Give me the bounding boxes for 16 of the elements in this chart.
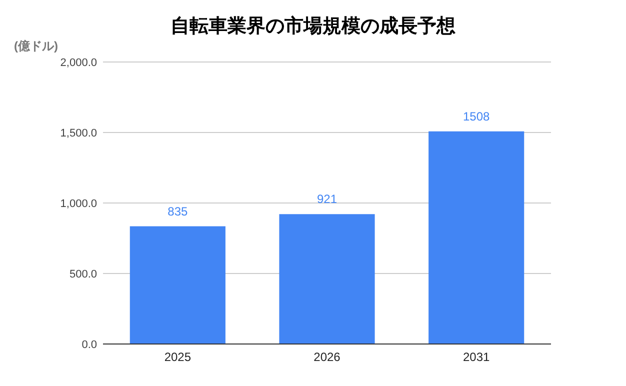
- data-label: 835: [168, 204, 188, 218]
- chart-title: 自転車業界の市場規模の成長予想: [170, 15, 456, 37]
- data-label: 1508: [462, 109, 490, 124]
- data-label: 921: [316, 192, 338, 206]
- x-tick-label: 2026: [314, 350, 341, 364]
- x-tick-label: 2025: [164, 350, 192, 364]
- x-tick-label: 2031: [462, 350, 490, 364]
- y-tick-label: 0.0: [82, 339, 97, 351]
- y-tick-label: 2,000.0: [60, 57, 97, 69]
- bar: [130, 226, 226, 344]
- bar: [428, 131, 524, 344]
- y-axis-title: (億ドル): [14, 39, 58, 53]
- y-tick-label: 500.0: [69, 268, 97, 280]
- y-tick-label: 1,000.0: [60, 198, 97, 210]
- bar: [279, 214, 375, 344]
- y-tick-label: 1,500.0: [60, 128, 97, 140]
